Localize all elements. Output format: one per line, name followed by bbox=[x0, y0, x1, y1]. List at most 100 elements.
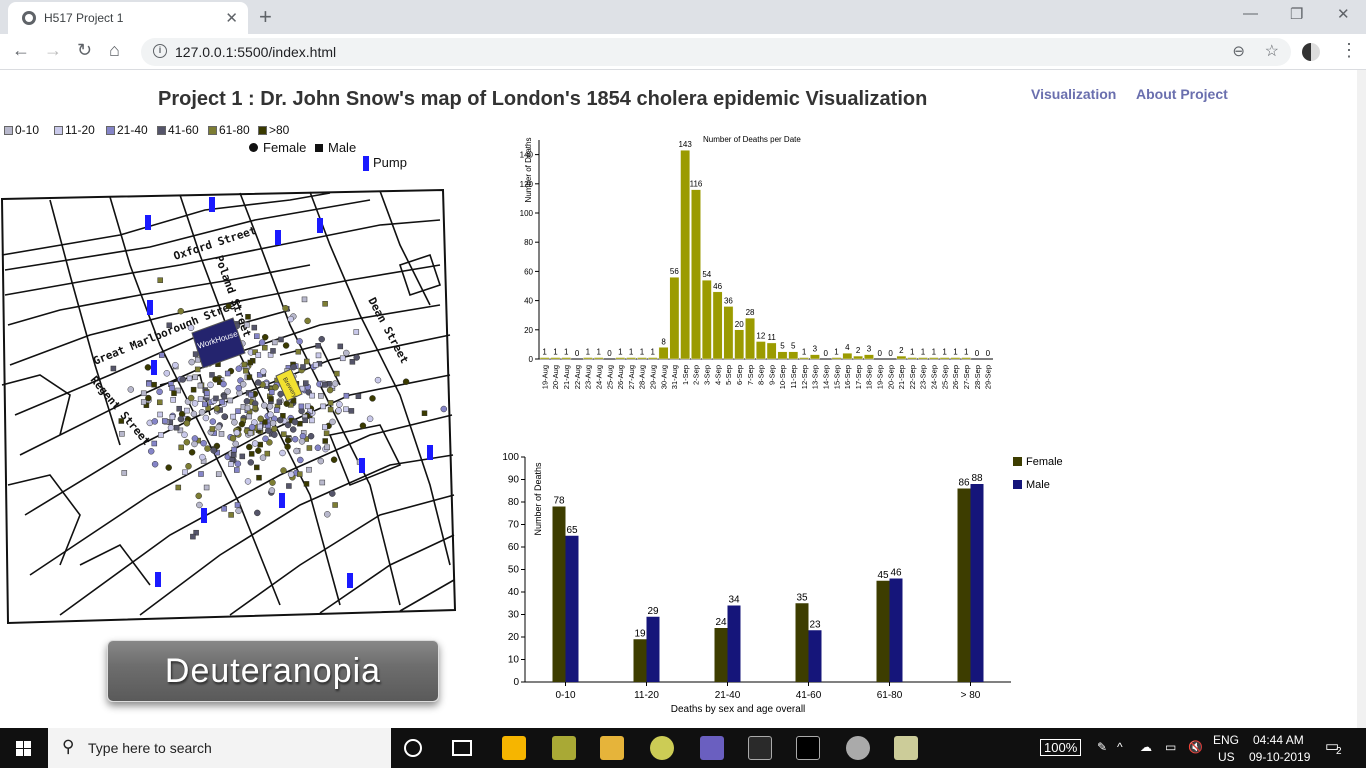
death-marker[interactable] bbox=[169, 414, 176, 420]
death-marker[interactable] bbox=[221, 393, 228, 400]
death-marker[interactable] bbox=[221, 413, 228, 420]
death-marker[interactable] bbox=[177, 415, 185, 423]
death-marker[interactable] bbox=[254, 509, 261, 517]
death-marker[interactable] bbox=[252, 349, 258, 355]
death-marker[interactable] bbox=[247, 359, 254, 366]
pen-icon[interactable]: ✎ bbox=[1097, 740, 1108, 754]
death-marker[interactable] bbox=[193, 529, 199, 536]
death-marker[interactable] bbox=[166, 322, 173, 329]
death-marker[interactable] bbox=[157, 411, 163, 418]
death-marker[interactable] bbox=[157, 399, 163, 406]
death-marker[interactable] bbox=[267, 411, 274, 418]
death-marker[interactable] bbox=[266, 403, 274, 410]
death-marker[interactable] bbox=[235, 408, 241, 414]
death-marker[interactable] bbox=[243, 398, 251, 405]
language-indicator[interactable]: ENG bbox=[1213, 733, 1240, 747]
death-marker[interactable] bbox=[221, 505, 227, 512]
death-marker[interactable] bbox=[343, 349, 350, 357]
death-marker[interactable] bbox=[309, 392, 315, 399]
death-marker[interactable] bbox=[231, 446, 237, 453]
death-marker[interactable] bbox=[291, 418, 299, 426]
death-marker[interactable] bbox=[146, 381, 152, 387]
death-marker[interactable] bbox=[188, 358, 195, 366]
death-marker[interactable] bbox=[282, 304, 289, 312]
death-marker[interactable] bbox=[194, 366, 201, 373]
death-marker[interactable] bbox=[252, 405, 258, 411]
death-marker[interactable] bbox=[172, 361, 179, 369]
zoom-magnifier-icon[interactable]: ⊖ bbox=[1232, 43, 1245, 60]
death-marker[interactable] bbox=[234, 460, 242, 468]
death-marker[interactable] bbox=[366, 415, 374, 423]
death-marker[interactable] bbox=[270, 348, 276, 354]
death-marker[interactable] bbox=[200, 439, 207, 447]
paint-icon[interactable] bbox=[894, 736, 918, 760]
death-marker[interactable] bbox=[343, 392, 350, 399]
death-marker[interactable] bbox=[280, 467, 287, 474]
death-marker[interactable] bbox=[330, 456, 338, 463]
death-marker[interactable] bbox=[183, 438, 191, 446]
pump-marker[interactable] bbox=[147, 300, 153, 315]
death-marker[interactable] bbox=[163, 370, 171, 377]
death-marker[interactable] bbox=[246, 374, 253, 380]
death-marker[interactable] bbox=[284, 421, 292, 429]
back-arrow-icon[interactable]: ← bbox=[12, 40, 30, 60]
death-marker[interactable] bbox=[290, 363, 297, 371]
file-explorer-icon[interactable] bbox=[600, 736, 624, 760]
death-marker[interactable] bbox=[304, 358, 310, 365]
github-icon[interactable] bbox=[846, 736, 870, 760]
death-marker[interactable] bbox=[293, 447, 300, 455]
pump-marker[interactable] bbox=[427, 445, 433, 460]
death-marker[interactable] bbox=[198, 408, 206, 416]
death-marker[interactable] bbox=[234, 502, 241, 508]
death-marker[interactable] bbox=[318, 335, 325, 343]
death-marker[interactable] bbox=[195, 492, 202, 500]
death-marker[interactable] bbox=[185, 462, 192, 470]
death-marker[interactable] bbox=[268, 389, 275, 395]
death-marker[interactable] bbox=[303, 380, 309, 386]
death-marker[interactable] bbox=[121, 470, 128, 476]
death-marker[interactable] bbox=[315, 343, 321, 349]
menu-dots-icon[interactable]: ⋮ bbox=[1340, 40, 1358, 60]
death-marker[interactable] bbox=[235, 384, 243, 392]
death-marker[interactable] bbox=[191, 440, 198, 448]
death-marker[interactable] bbox=[286, 483, 292, 489]
death-marker[interactable] bbox=[262, 435, 269, 443]
death-marker[interactable] bbox=[187, 324, 195, 332]
death-marker[interactable] bbox=[329, 418, 336, 426]
death-marker[interactable] bbox=[281, 431, 287, 437]
clock-date[interactable]: 09-10-2019 bbox=[1249, 750, 1311, 764]
home-icon[interactable]: ⌂ bbox=[109, 40, 120, 60]
death-marker[interactable] bbox=[248, 423, 256, 431]
death-marker[interactable] bbox=[127, 386, 135, 393]
death-marker[interactable] bbox=[186, 375, 193, 382]
death-marker[interactable] bbox=[183, 420, 191, 427]
nav-visualization-link[interactable]: Visualization bbox=[1031, 86, 1117, 102]
death-marker[interactable] bbox=[215, 471, 222, 477]
death-marker[interactable] bbox=[156, 388, 163, 396]
death-marker[interactable] bbox=[151, 440, 158, 447]
death-marker[interactable] bbox=[349, 359, 356, 365]
death-marker[interactable] bbox=[176, 405, 182, 412]
death-marker[interactable] bbox=[322, 438, 328, 444]
death-marker[interactable] bbox=[215, 423, 222, 431]
death-marker[interactable] bbox=[199, 453, 206, 461]
cortana-icon[interactable] bbox=[404, 739, 422, 757]
death-marker[interactable] bbox=[298, 403, 305, 410]
death-marker[interactable] bbox=[204, 445, 211, 452]
death-marker[interactable] bbox=[305, 403, 311, 410]
death-marker[interactable] bbox=[151, 418, 159, 425]
death-marker[interactable] bbox=[187, 394, 195, 402]
site-info-icon[interactable]: i bbox=[153, 44, 167, 58]
death-marker[interactable] bbox=[257, 415, 264, 423]
death-marker[interactable] bbox=[171, 390, 177, 397]
pump-marker[interactable] bbox=[155, 572, 161, 587]
death-marker[interactable] bbox=[177, 307, 185, 315]
death-marker[interactable] bbox=[298, 438, 306, 445]
death-marker[interactable] bbox=[304, 317, 311, 325]
death-marker[interactable] bbox=[182, 469, 188, 476]
death-marker[interactable] bbox=[322, 301, 328, 307]
death-marker[interactable] bbox=[209, 426, 216, 432]
death-marker[interactable] bbox=[246, 413, 252, 420]
death-marker[interactable] bbox=[259, 368, 267, 375]
death-marker[interactable] bbox=[238, 420, 246, 428]
